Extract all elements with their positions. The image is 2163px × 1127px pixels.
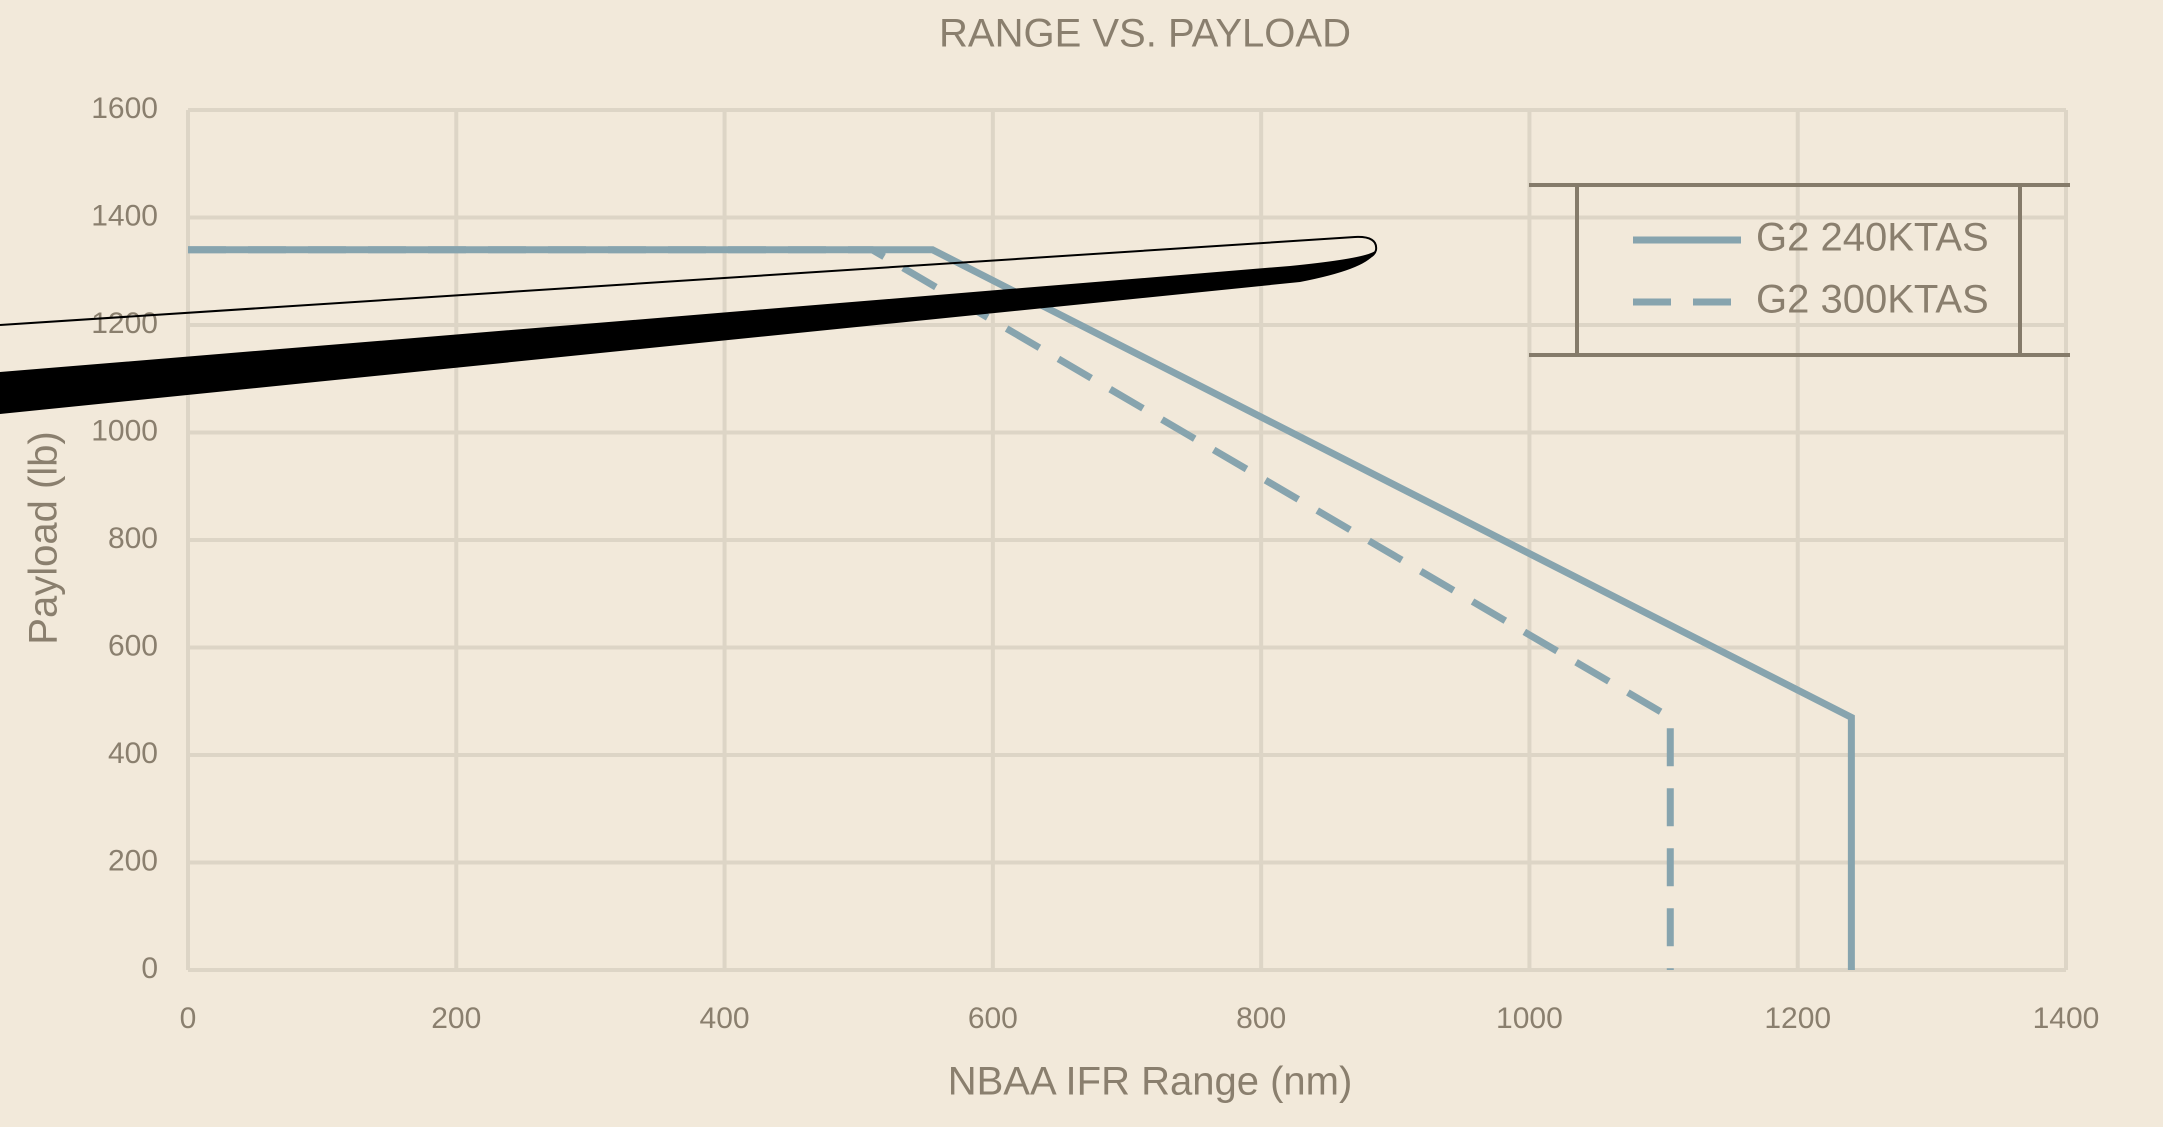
y-tick-label: 1200 [91, 307, 158, 340]
legend-label: G2 240KTAS [1756, 216, 1989, 260]
x-tick-label: 800 [1236, 1002, 1286, 1035]
page: {"chart_data": {"type": "line", "title":… [0, 0, 2163, 1127]
y-axis-label: Payload (lb) [22, 431, 66, 644]
x-tick-label: 200 [431, 1002, 481, 1035]
background [0, 0, 2163, 1127]
y-tick-label: 800 [108, 522, 158, 555]
y-tick-label: 1000 [91, 414, 158, 447]
y-tick-label: 1600 [91, 92, 158, 125]
x-axis-label: NBAA IFR Range (nm) [948, 1060, 1353, 1104]
x-tick-label: 1400 [2033, 1002, 2100, 1035]
legend-label: G2 300KTAS [1756, 278, 1989, 322]
x-tick-label: 400 [700, 1002, 750, 1035]
x-tick-label: 600 [968, 1002, 1018, 1035]
chart-title: RANGE VS. PAYLOAD [939, 12, 1351, 56]
chart: 0 200 400 600 800 1000 1200 1400 0 200 400 600 800 10… [0, 0, 2163, 1127]
x-tick-label: 1200 [1764, 1002, 1831, 1035]
y-tick-label: 200 [108, 844, 158, 877]
x-tick-label: 1000 [1496, 1002, 1563, 1035]
y-tick-label: 0 [141, 952, 158, 985]
y-tick-label: 600 [108, 629, 158, 662]
x-tick-label: 0 [180, 1002, 197, 1035]
y-tick-label: 400 [108, 737, 158, 770]
y-tick-label: 1400 [91, 199, 158, 232]
